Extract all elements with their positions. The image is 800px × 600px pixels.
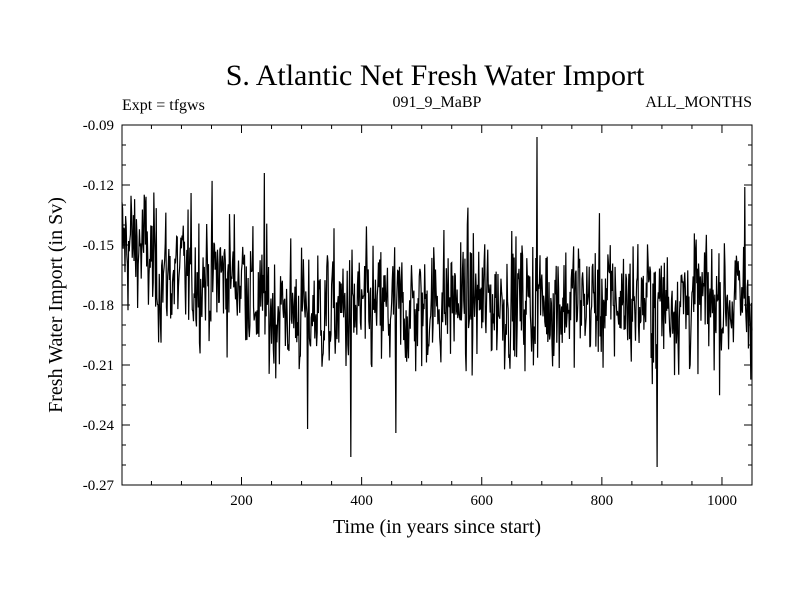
x-axis-label: Time (in years since start) (333, 516, 541, 538)
chart-title: S. Atlantic Net Fresh Water Import (226, 59, 645, 92)
x-tick-label: 1000 (707, 493, 737, 509)
y-tick-label: -0.27 (83, 478, 115, 494)
y-axis-label: Fresh Water Import (in Sv) (45, 197, 67, 413)
x-tick-label: 600 (470, 493, 493, 509)
series-line (121, 136, 753, 468)
tick-layer: 200 400 600 800 1000 -0.09 -0.12 -0.15 -0.18 -0.2… (83, 118, 753, 509)
y-tick-label: -0.18 (83, 298, 114, 314)
plot-frame (121, 124, 753, 486)
data-layer (121, 136, 753, 468)
y-tick-label: -0.09 (83, 118, 114, 134)
y-tick-label: -0.15 (83, 238, 114, 254)
x-tick-label: 200 (230, 493, 253, 509)
x-tick-label: 400 (350, 493, 373, 509)
months-label: ALL_MONTHS (645, 94, 752, 111)
run-label: 091_9_MaBP (393, 94, 482, 111)
experiment-label: Expt = tfgws (122, 97, 205, 114)
y-tick-label: -0.24 (83, 418, 115, 434)
y-tick-label: -0.21 (83, 358, 114, 374)
x-tick-label: 800 (591, 493, 614, 509)
y-tick-label: -0.12 (83, 178, 114, 194)
